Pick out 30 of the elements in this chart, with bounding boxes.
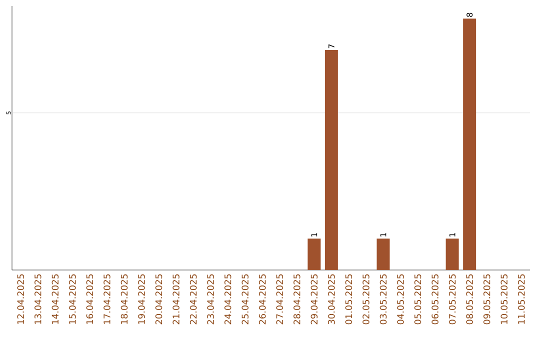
x-tick-label: 10.05.2025 [500, 274, 508, 324]
x-tick-label: 13.04.2025 [34, 274, 42, 324]
x-tick-label: 27.04.2025 [276, 274, 284, 324]
x-tick-label: 03.05.2025 [380, 274, 387, 324]
x-tick-label: 05.05.2025 [414, 274, 422, 324]
x-tick-label: 11.05.2025 [518, 274, 525, 324]
x-tick-label: 24.04.2025 [224, 274, 232, 324]
x-tick-label: 12.04.2025 [17, 274, 24, 324]
x-tick-label: 07.05.2025 [448, 274, 456, 324]
x-tick-label: 16.04.2025 [86, 274, 94, 324]
x-tick-label: 29.04.2025 [310, 274, 318, 324]
x-tick-label: 22.04.2025 [190, 274, 197, 324]
x-tick-label: 15.04.2025 [69, 274, 76, 324]
x-tick-label: 01.05.2025 [345, 274, 352, 324]
x-tick-label: 20.04.2025 [155, 274, 162, 324]
x-tick-label: 28.04.2025 [294, 274, 300, 324]
x-tick-label: 04.05.2025 [397, 274, 404, 324]
x-tick-label: 06.05.2025 [432, 274, 438, 324]
x-tick-label: 17.04.2025 [104, 274, 110, 324]
x-tick-label: 23.04.2025 [207, 274, 214, 324]
x-tick-label: 09.05.2025 [483, 274, 490, 324]
x-tick-label: 18.04.2025 [120, 274, 128, 324]
x-tick-label: 08.05.2025 [466, 274, 473, 324]
x-tick-label: 25.04.2025 [242, 274, 248, 324]
x-tick-label: 14.04.2025 [52, 274, 59, 324]
x-tick-label: 21.04.2025 [172, 274, 180, 324]
x-tick-label: 30.04.2025 [328, 274, 335, 324]
x-tick-label: 26.04.2025 [258, 274, 266, 324]
x-tick-label: 02.05.2025 [362, 274, 370, 324]
x-tick-label: 19.04.2025 [138, 274, 145, 324]
